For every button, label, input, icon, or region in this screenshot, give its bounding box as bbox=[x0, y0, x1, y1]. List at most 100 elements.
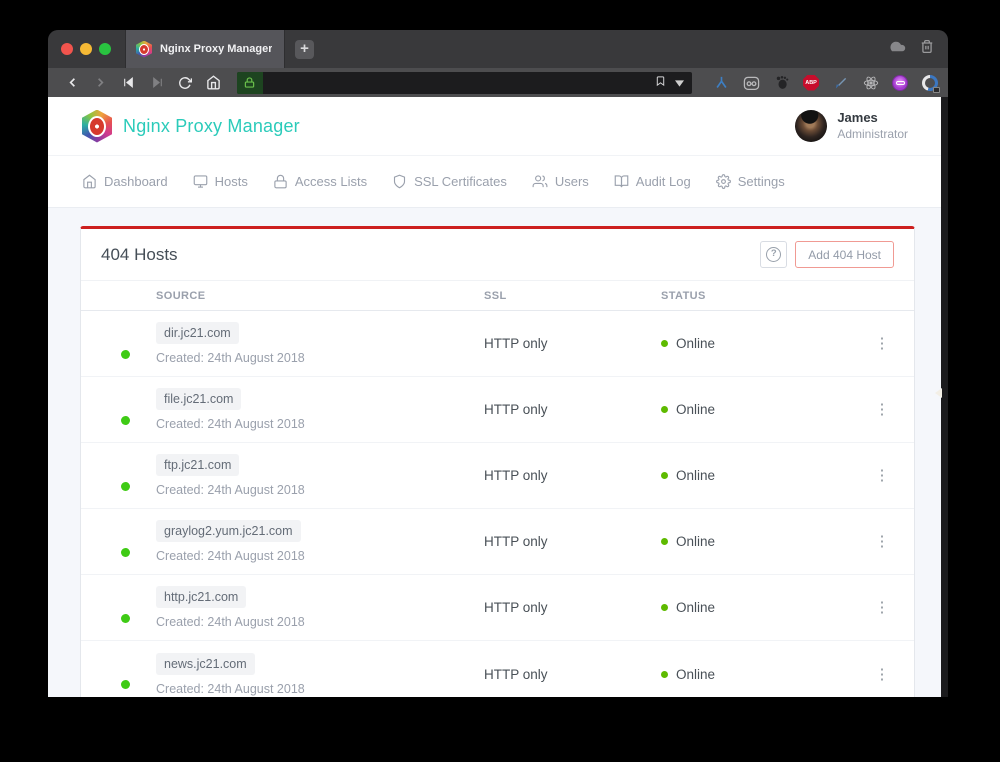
source-cell: file.jc21.com Created: 24th August 2018 bbox=[156, 388, 484, 431]
lock-icon bbox=[274, 174, 287, 189]
nav-item-hosts[interactable]: Hosts bbox=[193, 174, 248, 189]
source-cell: news.jc21.com Created: 24th August 2018 bbox=[156, 652, 484, 696]
ext-branch-icon[interactable] bbox=[713, 74, 730, 91]
user-menu[interactable]: James Administrator bbox=[795, 110, 908, 142]
domain-badge[interactable]: graylog2.yum.jc21.com bbox=[156, 520, 301, 542]
app-brand-title: Nginx Proxy Manager bbox=[123, 115, 300, 136]
owner-avatar bbox=[101, 528, 130, 557]
row-menu-button[interactable]: ⋮ bbox=[874, 599, 890, 616]
reload-button[interactable] bbox=[171, 76, 199, 90]
nav-label: Audit Log bbox=[635, 174, 691, 189]
status-label: Online bbox=[676, 402, 716, 417]
nav-label: Dashboard bbox=[104, 174, 168, 189]
domain-badge[interactable]: file.jc21.com bbox=[156, 388, 242, 410]
domain-badge[interactable]: ftp.jc21.com bbox=[156, 454, 240, 476]
question-mark-icon: ? bbox=[766, 247, 782, 262]
row-menu-button[interactable]: ⋮ bbox=[874, 665, 890, 683]
users-icon bbox=[532, 175, 548, 188]
https-lock-icon[interactable] bbox=[236, 71, 263, 94]
bookmarks-dropdown-icon[interactable] bbox=[675, 74, 685, 92]
ext-react-devtools-icon[interactable] bbox=[862, 74, 879, 91]
source-cell: graylog2.yum.jc21.com Created: 24th Augu… bbox=[156, 520, 484, 563]
status-dot-icon bbox=[661, 472, 668, 479]
row-menu-button[interactable]: ⋮ bbox=[874, 533, 890, 550]
home-icon bbox=[83, 174, 96, 189]
ext-pen-icon[interactable] bbox=[832, 74, 849, 91]
ssl-cell: HTTP only bbox=[484, 600, 548, 615]
favicon-npm-icon bbox=[136, 40, 152, 58]
domain-badge[interactable]: http.jc21.com bbox=[156, 586, 247, 608]
web-page: Nginx Proxy Manager James Administrator … bbox=[48, 97, 948, 697]
status-label: Online bbox=[676, 468, 716, 483]
created-date: Created: 24th August 2018 bbox=[156, 615, 305, 629]
online-dot-icon bbox=[121, 349, 130, 359]
nav-item-ssl-certificates[interactable]: SSL Certificates bbox=[392, 174, 507, 189]
host-rows: dir.jc21.com Created: 24th August 2018 H… bbox=[81, 311, 914, 697]
source-cell: dir.jc21.com Created: 24th August 2018 bbox=[156, 322, 484, 365]
traffic-lights bbox=[48, 30, 117, 68]
ext-purple-icon[interactable] bbox=[892, 74, 909, 91]
page-scrollbar[interactable] bbox=[941, 97, 948, 697]
source-cell: ftp.jc21.com Created: 24th August 2018 bbox=[156, 454, 484, 497]
ssl-cell: HTTP only bbox=[484, 534, 548, 549]
table-row[interactable]: ftp.jc21.com Created: 24th August 2018 H… bbox=[81, 443, 914, 509]
skip-back-button[interactable] bbox=[115, 76, 143, 89]
close-window-button[interactable] bbox=[61, 43, 73, 55]
created-date: Created: 24th August 2018 bbox=[156, 417, 305, 431]
cloud-sync-icon[interactable] bbox=[887, 40, 906, 58]
nav-label: Settings bbox=[737, 174, 785, 189]
status-cell: Online bbox=[661, 534, 870, 549]
help-button[interactable]: ? bbox=[760, 241, 788, 268]
forward-button[interactable] bbox=[86, 75, 114, 90]
user-name: James bbox=[837, 110, 878, 126]
status-dot-icon bbox=[661, 670, 668, 678]
shield-icon bbox=[394, 174, 406, 189]
status-dot-icon bbox=[661, 538, 668, 545]
ext-gnome-foot-icon[interactable] bbox=[773, 74, 790, 91]
status-dot-icon bbox=[661, 604, 668, 611]
new-tab-button[interactable]: + bbox=[295, 39, 314, 59]
page-content: 404 Hosts ? Add 404 Host SOURCE SSL STAT… bbox=[48, 208, 948, 697]
browser-window: Nginx Proxy Manager + bbox=[48, 30, 948, 697]
home-button[interactable] bbox=[200, 75, 228, 90]
table-row[interactable]: news.jc21.com Created: 24th August 2018 … bbox=[81, 641, 914, 697]
zoom-window-button[interactable] bbox=[99, 43, 111, 55]
nav-label: Hosts bbox=[214, 174, 248, 189]
status-dot-icon bbox=[661, 406, 668, 413]
nav-item-audit-log[interactable]: Audit Log bbox=[614, 174, 691, 189]
add-404-host-button[interactable]: Add 404 Host bbox=[795, 241, 894, 268]
nav-item-users[interactable]: Users bbox=[532, 174, 589, 189]
row-menu-button[interactable]: ⋮ bbox=[874, 335, 890, 352]
table-row[interactable]: dir.jc21.com Created: 24th August 2018 H… bbox=[81, 311, 914, 377]
browser-tab[interactable]: Nginx Proxy Manager bbox=[125, 30, 285, 68]
url-bar[interactable] bbox=[236, 71, 693, 94]
bookmark-icon[interactable] bbox=[655, 74, 666, 92]
trash-icon[interactable] bbox=[920, 39, 934, 59]
owner-avatar bbox=[101, 660, 130, 689]
minimize-window-button[interactable] bbox=[80, 43, 92, 55]
nav-item-dashboard[interactable]: Dashboard bbox=[82, 174, 168, 189]
owner-avatar bbox=[101, 396, 130, 425]
table-row[interactable]: file.jc21.com Created: 24th August 2018 … bbox=[81, 377, 914, 443]
status-dot-icon bbox=[661, 340, 668, 347]
row-menu-button[interactable]: ⋮ bbox=[874, 467, 890, 484]
ext-privacy-lock-icon[interactable] bbox=[921, 74, 941, 93]
extensions-row: ABP bbox=[713, 74, 941, 93]
back-button[interactable] bbox=[58, 75, 86, 90]
skip-forward-button[interactable] bbox=[143, 76, 171, 89]
nav-item-settings[interactable]: Settings bbox=[715, 174, 785, 189]
nav-label: Users bbox=[554, 174, 589, 189]
domain-badge[interactable]: dir.jc21.com bbox=[156, 322, 239, 344]
online-dot-icon bbox=[121, 415, 130, 425]
ext-droid-icon[interactable] bbox=[743, 74, 760, 91]
status-label: Online bbox=[676, 600, 716, 615]
status-cell: Online bbox=[661, 402, 870, 417]
status-label: Online bbox=[676, 336, 716, 351]
table-row[interactable]: http.jc21.com Created: 24th August 2018 … bbox=[81, 575, 914, 641]
table-row[interactable]: graylog2.yum.jc21.com Created: 24th Augu… bbox=[81, 509, 914, 575]
row-menu-button[interactable]: ⋮ bbox=[874, 401, 890, 418]
nav-item-access-lists[interactable]: Access Lists bbox=[273, 174, 367, 189]
domain-badge[interactable]: news.jc21.com bbox=[156, 652, 255, 675]
ext-adblock-plus-icon[interactable]: ABP bbox=[803, 74, 820, 91]
